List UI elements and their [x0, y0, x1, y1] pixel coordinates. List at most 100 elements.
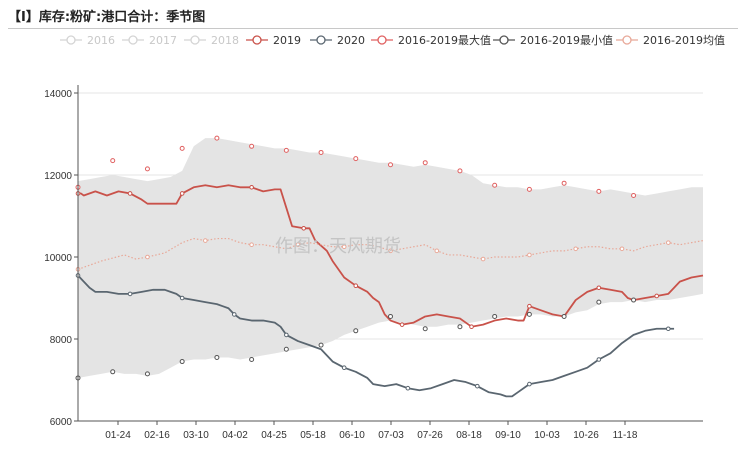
data-point	[434, 248, 440, 254]
legend-marker	[190, 35, 200, 45]
data-point	[596, 285, 602, 291]
series-points-2016-2019最小值	[75, 297, 637, 381]
legend-marker	[499, 35, 509, 45]
data-point	[527, 381, 532, 387]
data-point	[341, 244, 347, 250]
data-point	[631, 193, 637, 198]
data-point	[179, 145, 185, 151]
y-tick-label: 12000	[44, 171, 72, 182]
data-point	[249, 242, 254, 247]
data-point	[573, 246, 578, 252]
series-points-2020	[75, 273, 671, 391]
data-point	[469, 324, 474, 330]
x-tick-label: 10-03	[534, 430, 560, 441]
data-point	[457, 168, 463, 174]
data-point	[492, 182, 498, 188]
data-point	[527, 303, 532, 309]
data-point	[249, 143, 255, 149]
legend-marker	[128, 35, 138, 45]
data-point	[231, 312, 237, 317]
data-point	[145, 254, 150, 260]
data-point	[492, 313, 498, 319]
data-point	[527, 252, 532, 258]
series-line-2019	[78, 184, 704, 328]
data-point	[475, 383, 480, 389]
data-point	[457, 324, 463, 330]
data-point	[353, 283, 359, 289]
legend-item-2018[interactable]: 2018	[184, 34, 239, 47]
y-tick-label: 14000	[44, 89, 72, 100]
y-tick-label: 10000	[44, 253, 72, 264]
data-point	[284, 332, 289, 338]
data-point	[214, 135, 220, 141]
data-point	[341, 365, 347, 371]
x-tick-label: 11-18	[613, 430, 638, 441]
data-point	[619, 246, 625, 252]
data-point	[422, 160, 428, 166]
data-point	[318, 149, 324, 155]
data-point	[631, 297, 637, 303]
x-tick-label: 07-03	[378, 430, 404, 441]
data-point	[654, 293, 660, 299]
x-tick-label: 07-26	[417, 430, 443, 441]
data-point	[127, 191, 133, 196]
legend-item-2016-2019均值[interactable]: 2016-2019均值	[616, 34, 725, 47]
data-point	[353, 328, 359, 334]
legend-item-2016-2019最大值[interactable]: 2016-2019最大值	[371, 33, 491, 47]
data-point	[526, 311, 532, 317]
legend-item-2017[interactable]: 2017	[122, 34, 177, 47]
data-point	[110, 158, 116, 164]
data-point	[405, 385, 411, 391]
y-tick-label: 6000	[50, 417, 73, 428]
data-point	[388, 162, 393, 168]
legend: 2016 2017 2018 2019 2020 2016-2019最大值 2016-201…	[60, 33, 725, 47]
series-lines	[75, 135, 704, 398]
data-point	[596, 357, 602, 362]
data-point	[480, 256, 486, 262]
legend-label: 2016	[87, 34, 115, 47]
data-point	[249, 357, 255, 362]
y-tick-label: 8000	[50, 335, 73, 346]
data-point	[179, 191, 185, 196]
legend-label: 2017	[149, 34, 177, 47]
data-point	[203, 238, 208, 243]
legend-marker	[377, 35, 387, 45]
data-point	[422, 326, 428, 332]
legend-label: 2020	[337, 34, 365, 47]
legend-label: 2018	[211, 34, 239, 47]
x-tick-label: 04-02	[222, 430, 248, 441]
axes: 6000 8000 10000 12000 14000 01-24 02-16 03-10 04…	[44, 85, 703, 441]
legend-item-2016[interactable]: 2016	[60, 34, 115, 47]
data-point	[561, 180, 567, 186]
title-divider	[8, 28, 738, 29]
data-point	[665, 240, 671, 245]
series-points-2016-2019最大值	[75, 135, 637, 198]
x-tick-label: 05-18	[300, 430, 326, 441]
data-point	[526, 186, 532, 192]
range-band	[78, 138, 703, 378]
x-tick-label: 09-10	[495, 430, 521, 441]
legend-marker	[252, 35, 262, 45]
x-tick-label: 03-10	[183, 430, 209, 441]
legend-item-2016-2019最小值[interactable]: 2016-2019最小值	[493, 34, 613, 47]
x-tick-label: 02-16	[144, 430, 170, 441]
legend-item-2020[interactable]: 2020	[310, 34, 365, 47]
data-point	[399, 322, 405, 327]
legend-label: 2016-2019最大值	[398, 33, 491, 47]
data-point	[318, 342, 324, 348]
data-point	[214, 354, 220, 360]
series-line-2020	[77, 274, 675, 398]
data-point	[249, 185, 254, 190]
data-point	[301, 226, 306, 231]
legend-item-2019[interactable]: 2019	[246, 34, 301, 47]
x-tick-label: 06-10	[339, 430, 365, 441]
data-point	[127, 291, 133, 297]
data-point	[388, 313, 393, 319]
series-points-2016-2019均值	[75, 238, 671, 272]
data-point	[110, 369, 116, 375]
legend-label: 2016-2019均值	[643, 34, 725, 47]
data-point	[283, 147, 289, 153]
watermark: 作图：天风期货	[275, 236, 401, 257]
data-point	[665, 326, 671, 332]
